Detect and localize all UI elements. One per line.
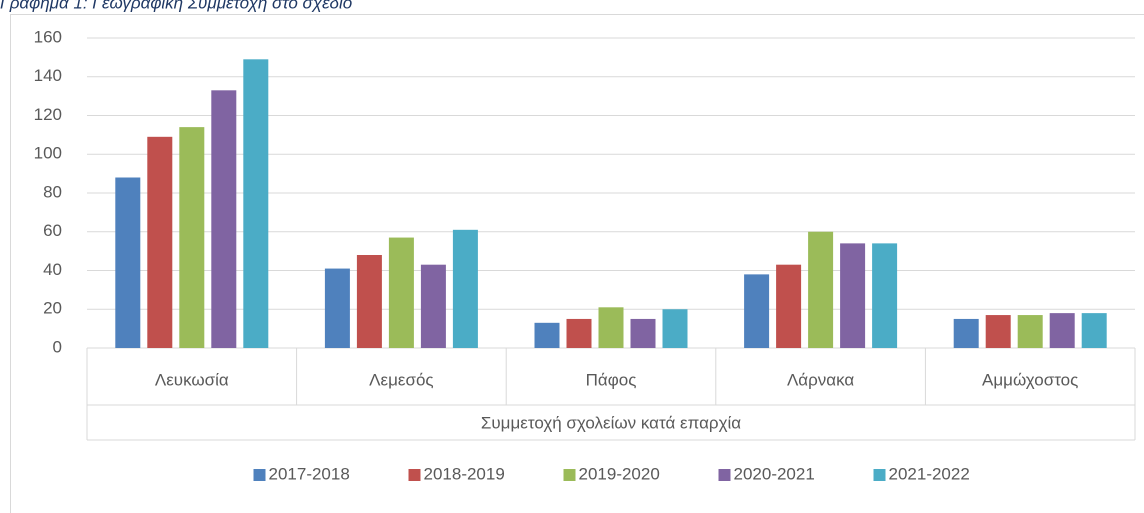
x-tick-label: Αμμώχοστος — [982, 370, 1078, 389]
bar — [115, 177, 141, 348]
bar — [840, 243, 866, 348]
bar — [324, 268, 350, 348]
y-tick-label: 40 — [43, 260, 62, 279]
bar — [179, 127, 205, 348]
x-tick-label: Λάρνακα — [787, 370, 854, 389]
x-tick-label: Πάφος — [586, 370, 637, 389]
bar — [356, 255, 382, 348]
x-tick-label: Λεμεσός — [369, 370, 433, 389]
y-tick-label: 100 — [34, 144, 62, 163]
bar — [808, 231, 834, 348]
bar — [598, 307, 624, 348]
legend-swatch — [563, 469, 576, 481]
legend-label: 2017-2018 — [269, 464, 350, 483]
bar — [872, 243, 898, 348]
bar — [953, 318, 979, 348]
bar — [534, 322, 560, 348]
x-axis-label: Συμμετοχή σχολείων κατά επαρχία — [481, 413, 741, 432]
bar — [452, 229, 478, 348]
bar — [566, 318, 592, 348]
bar — [776, 264, 802, 348]
legend-swatch — [873, 469, 886, 481]
bar — [388, 237, 414, 348]
y-tick-label: 120 — [34, 105, 62, 124]
legend-swatch — [408, 469, 421, 481]
bar — [744, 274, 770, 348]
legend-label: 2019-2020 — [579, 464, 660, 483]
bar — [662, 309, 688, 348]
y-tick-label: 80 — [43, 182, 62, 201]
bar — [1049, 313, 1075, 348]
bar — [243, 59, 269, 348]
y-tick-label: 0 — [53, 337, 62, 356]
legend-label: 2018-2019 — [424, 464, 505, 483]
x-tick-label: Λευκωσία — [155, 370, 229, 389]
chart-title: Γράφημα 1: Γεωγραφική Συμμετοχή στο σχέδ… — [0, 0, 352, 12]
chart-border — [10, 14, 1144, 513]
legend-label: 2020-2021 — [734, 464, 815, 483]
legend-swatch — [253, 469, 266, 481]
bar — [147, 136, 173, 348]
y-tick-label: 20 — [43, 299, 62, 318]
bar — [420, 264, 446, 348]
bar — [211, 90, 237, 348]
legend-swatch — [718, 469, 731, 481]
bar — [1017, 315, 1043, 348]
bar — [1081, 313, 1107, 348]
legend-label: 2021-2022 — [889, 464, 970, 483]
y-tick-label: 160 — [34, 27, 62, 46]
y-tick-label: 140 — [34, 66, 62, 85]
bar — [630, 318, 656, 348]
y-tick-label: 60 — [43, 221, 62, 240]
bar — [985, 315, 1011, 348]
